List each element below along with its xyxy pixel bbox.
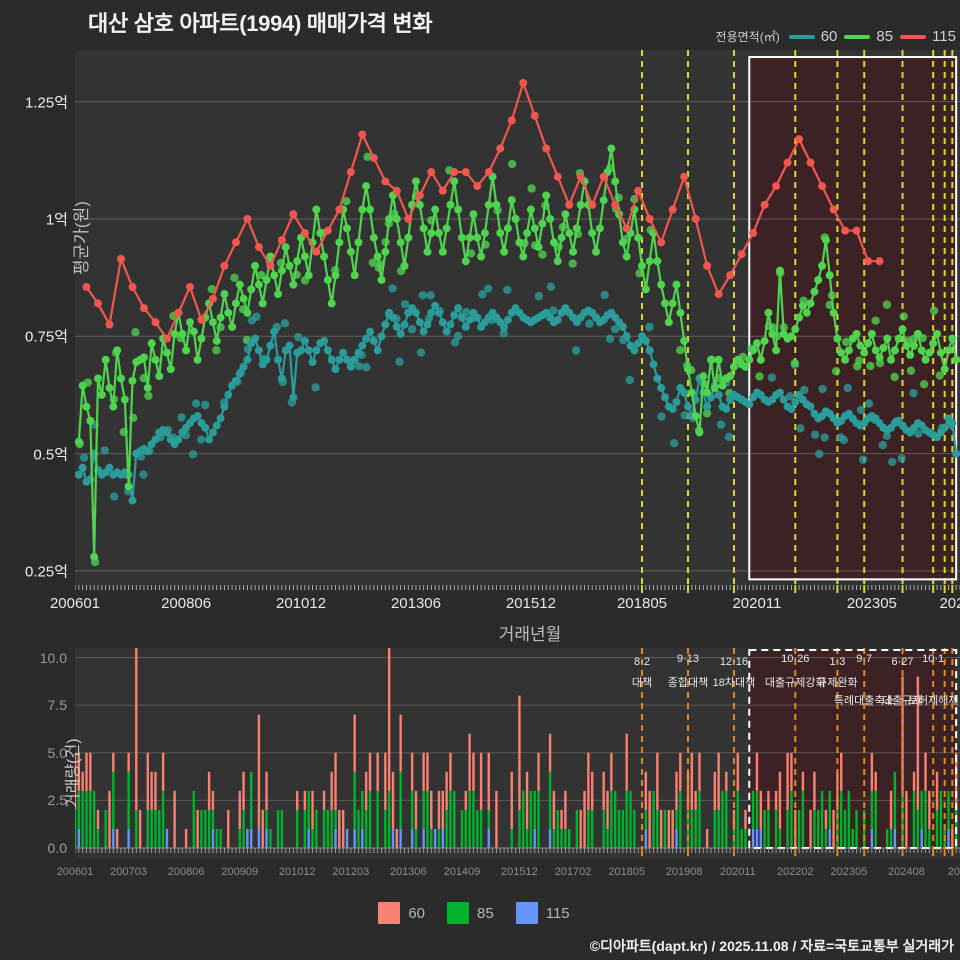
legend-swatch-115: [900, 34, 927, 39]
legend-label-85: 85: [876, 28, 894, 45]
price-chart[interactable]: 평균가(원) 0.25억 0.5억 0.75억 1억 1.25억 200601 20080…: [25, 50, 960, 644]
volume-legend-label-115: 115: [545, 904, 570, 922]
volume-chart-canvas: [75, 648, 960, 856]
policy-date: 10·1: [922, 653, 945, 665]
policy-label: 특례대출축소: [833, 695, 895, 707]
volume-chart[interactable]: 거래량(건) 0.0 2.5 5.0 7.5 10.0 200601 200703 2008…: [40, 648, 960, 878]
volume-legend-item-85[interactable]: 85: [447, 902, 494, 924]
volume-y-tick: 7.5: [47, 697, 67, 714]
volume-legend-item-60[interactable]: 60: [378, 902, 425, 924]
price-y-tick: 1.25억: [25, 94, 68, 112]
volume-legend-label-85: 85: [477, 904, 494, 922]
policy-date: 8·2: [634, 656, 650, 668]
policy-label: 종합대책: [667, 677, 709, 689]
volume-y-tick: 0.0: [47, 840, 67, 856]
volume-y-tick: 5.0: [47, 744, 67, 761]
volume-x-tick: 201512: [501, 866, 538, 878]
volume-x-tick: 200703: [110, 866, 147, 878]
legend-title: 전용면적(㎡): [715, 30, 780, 44]
volume-x-tick: 201203: [332, 866, 370, 878]
legend-label-115: 115: [932, 28, 956, 45]
volume-x-tick: 201908: [665, 866, 703, 878]
policy-date: 12·16: [719, 656, 749, 668]
volume-x-tick: 201012: [278, 866, 316, 878]
volume-legend-item-115[interactable]: 115: [515, 902, 570, 924]
volume-x-tick: 201805: [608, 866, 646, 878]
volume-x-tick: 202202: [776, 866, 814, 878]
volume-x-tick: 202011: [719, 866, 756, 878]
price-x-tick: 201012: [276, 595, 327, 612]
footer-credit: ©디아파트(dapt.kr) / 2025.11.08 / 자료=국토교통부 실…: [589, 938, 954, 954]
policy-date: 9·7: [856, 653, 873, 665]
legend-swatch-85: [844, 34, 871, 39]
volume-legend-swatch-115: [515, 902, 538, 924]
policy-date: 10·26: [781, 653, 810, 665]
policy-label: 규제완화: [817, 677, 858, 689]
legend-swatch-60: [788, 34, 815, 39]
price-y-tick: 0.25억: [25, 563, 68, 581]
volume-x-tick: 201702: [554, 866, 592, 878]
policy-label: 18차대책: [712, 677, 756, 689]
price-x-tick: 200806: [161, 595, 212, 612]
volume-x-tick: 202408: [888, 866, 925, 878]
policy-date: 1·3: [829, 656, 846, 668]
volume-y-tick: 2.5: [47, 792, 67, 809]
price-x-tick: 200601: [49, 595, 101, 612]
price-chart-x-axis-label: 거래년월: [498, 625, 562, 644]
volume-legend-swatch-85: [447, 902, 470, 924]
price-y-tick: 0.5억: [33, 446, 68, 464]
price-x-tick: 202011: [732, 595, 782, 612]
policy-label: 대출규제: [882, 695, 923, 707]
legend-label-60: 60: [820, 28, 838, 45]
policy-date: 9·13: [676, 653, 699, 665]
price-x-tick: 201512: [505, 595, 556, 612]
price-x-tick: 201306: [390, 595, 441, 612]
volume-y-tick: 10.0: [39, 649, 67, 666]
policy-label: 토허제해제: [907, 695, 959, 707]
legend-item-60[interactable]: 60: [788, 28, 838, 45]
volume-chart-legend: 60 85 115: [0, 902, 960, 924]
price-x-tick: 202305: [846, 595, 897, 612]
price-x-tick: 2025: [939, 595, 960, 612]
volume-x-tick: 2025: [947, 866, 960, 878]
page-title: 대산 삼호 아파트(1994) 매매가격 변화: [88, 11, 433, 36]
policy-label: 대책: [631, 677, 653, 689]
price-y-tick: 1억: [45, 211, 68, 229]
policy-date: 6·27: [891, 656, 914, 668]
legend-item-85[interactable]: 85: [844, 28, 893, 45]
policy-label: 대출규제강화: [764, 677, 826, 689]
price-x-tick: 201805: [616, 595, 668, 612]
volume-x-tick: 200601: [56, 866, 94, 878]
legend-item-115[interactable]: 115: [900, 28, 956, 45]
volume-legend-label-60: 60: [408, 904, 426, 922]
volume-legend-swatch-60: [378, 902, 401, 924]
volume-x-tick: 201409: [443, 866, 481, 878]
price-chart-canvas: [75, 50, 960, 593]
price-chart-legend: 전용면적(㎡) 60 85 115: [716, 28, 956, 45]
price-chart-y-axis-label: 평균가(원): [72, 201, 91, 275]
price-y-tick: 0.75억: [25, 328, 68, 346]
volume-x-tick: 201306: [389, 866, 427, 878]
volume-x-tick: 202305: [830, 866, 868, 878]
volume-x-tick: 200806: [167, 866, 205, 878]
volume-x-tick: 200909: [221, 866, 259, 878]
